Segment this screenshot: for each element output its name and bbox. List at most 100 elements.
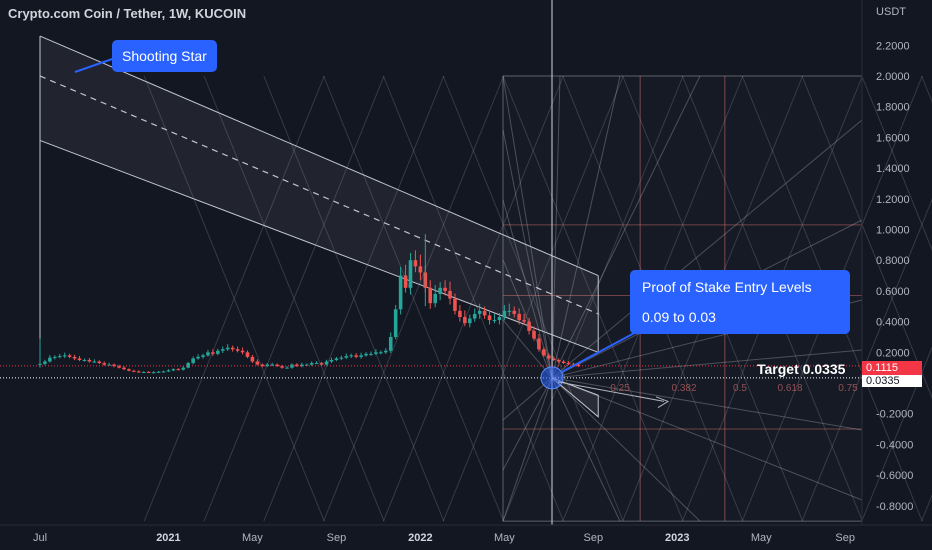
candle-body (453, 298, 457, 311)
candle-body (428, 287, 433, 304)
candle-body (458, 310, 462, 317)
fan-ray (551, 75, 701, 379)
candle-body (369, 353, 373, 355)
candle-body (225, 347, 230, 350)
candle-body (492, 320, 497, 322)
candle-body (280, 366, 284, 368)
candle-body (285, 367, 289, 369)
fib-label: 0.618 (777, 383, 802, 394)
candle-body (141, 371, 146, 373)
candle-body (260, 364, 265, 367)
candle-body (230, 347, 235, 350)
candle-body (413, 260, 418, 267)
candle-body (532, 330, 536, 339)
candle-body (107, 364, 111, 366)
candle-body (512, 310, 517, 314)
candle-body (354, 355, 358, 357)
candle-body (92, 361, 97, 363)
gann-diagonal (323, 75, 505, 522)
candle-body (43, 361, 47, 364)
gann-diagonal (861, 75, 932, 251)
candle-body (161, 371, 166, 373)
proof-of-stake-callout[interactable]: Proof of Stake Entry Levels 0.09 to 0.03 (630, 270, 850, 334)
candle-body (250, 356, 255, 362)
candle-body (374, 352, 378, 354)
candle-body (127, 369, 131, 371)
candle-body (443, 287, 447, 291)
fib-label: 0.75 (838, 383, 858, 394)
gann-diagonal (203, 75, 385, 522)
candle-body (497, 316, 502, 321)
gann-diagonal (382, 75, 564, 522)
candle-body (181, 367, 186, 370)
entry-circle (540, 366, 564, 390)
fib-label: 0.5 (733, 383, 747, 394)
candle-body (132, 370, 136, 372)
candle-body (319, 363, 324, 365)
candle-body (527, 321, 531, 331)
candle-body (487, 315, 492, 321)
candle-body (304, 364, 309, 366)
y-tick-label: 0.8000 (876, 255, 910, 267)
candle-body (201, 355, 205, 357)
candle-body (542, 349, 546, 356)
x-tick-label: Sep (327, 532, 347, 544)
x-tick-label: Sep (835, 532, 855, 544)
fan-ray (502, 259, 553, 379)
fan-ray (551, 119, 863, 379)
gann-diagonal (801, 75, 932, 399)
gann-diagonal (502, 75, 684, 522)
fan-ray (551, 377, 863, 431)
fan-ray (502, 377, 553, 471)
x-tick-label: May (242, 532, 263, 544)
x-tick-label: 2023 (665, 532, 689, 544)
candle-body (502, 310, 507, 317)
candle-body (477, 310, 482, 314)
candle-body (87, 359, 92, 362)
fan-ray (502, 319, 553, 379)
y-tick-label: -0.8000 (876, 501, 913, 513)
candle-body (349, 355, 354, 357)
y-tick-label: 0.4000 (876, 317, 910, 329)
gann-diagonal (921, 494, 932, 522)
candle-body (220, 349, 225, 351)
gann-diagonal (921, 75, 932, 104)
candle-body (433, 293, 437, 304)
candle-body (186, 363, 190, 368)
channel-upper-line (39, 35, 599, 277)
candle-body (334, 358, 339, 360)
y-tick-label: -0.2000 (876, 409, 913, 421)
candle-body (176, 369, 181, 371)
candle-body (418, 266, 423, 273)
fan-ray (551, 377, 701, 522)
fan-ray (551, 377, 863, 501)
y-tick-label: -0.6000 (876, 470, 913, 482)
gann-diagonal (143, 75, 325, 522)
chart-overlay: 0.25 0.382 0.5 0.618 0.75 (0, 0, 862, 525)
candle-body (556, 359, 561, 362)
candle-body (463, 316, 467, 324)
candle-body (329, 359, 334, 362)
x-tick-label: May (494, 532, 515, 544)
candle-body (255, 361, 260, 365)
y-tick-label: 2.2000 (876, 40, 910, 52)
candle-body (206, 352, 210, 356)
candle-body (97, 361, 102, 364)
candle-body (48, 357, 52, 362)
shooting-star-callout[interactable]: Shooting Star (112, 40, 217, 72)
candle-body (384, 350, 388, 353)
y-tick-label: 1.6000 (876, 132, 910, 144)
candle-body (344, 356, 349, 358)
candle-body (270, 364, 274, 366)
projection-arrow (557, 381, 665, 402)
candle-body (151, 372, 156, 374)
gann-diagonal (442, 75, 624, 522)
target-price-tag: 0.0335 (862, 375, 922, 387)
candle-body (393, 309, 398, 337)
candle-body (339, 357, 344, 359)
candle-body (196, 356, 200, 359)
candle-body (576, 364, 581, 366)
candle-body (561, 361, 566, 364)
y-tick-label: 2.0000 (876, 71, 910, 83)
candle-body (216, 350, 220, 354)
